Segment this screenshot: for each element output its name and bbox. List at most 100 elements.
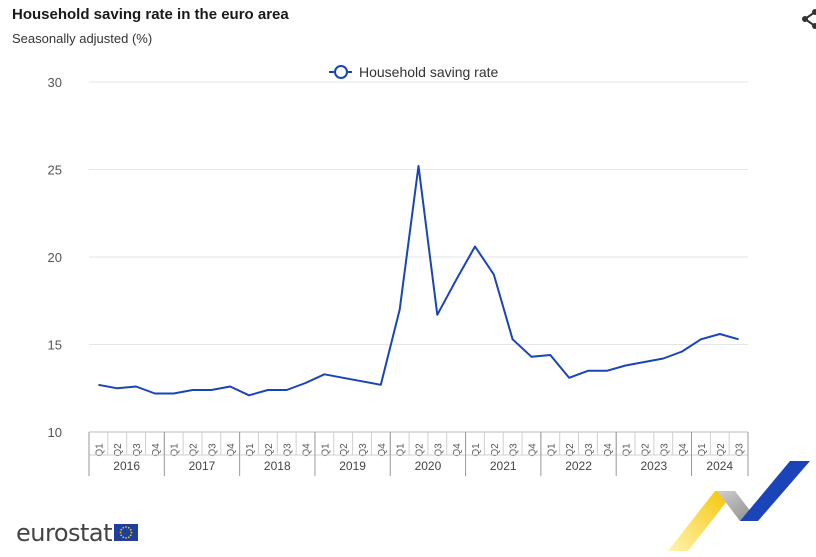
x-year-label: 2016 <box>113 459 140 473</box>
y-tick-label: 25 <box>48 163 62 178</box>
series-line[interactable] <box>98 165 739 397</box>
data-point[interactable] <box>510 336 516 342</box>
x-quarter-label: Q2 <box>565 443 576 457</box>
data-point[interactable] <box>416 163 422 169</box>
data-point[interactable] <box>453 277 459 283</box>
data-point[interactable] <box>95 382 101 388</box>
data-point[interactable] <box>641 359 647 365</box>
data-point[interactable] <box>208 387 214 393</box>
x-quarter-label: Q4 <box>452 443 463 457</box>
data-point[interactable] <box>114 385 120 391</box>
decorative-chevron-graphic <box>668 461 810 551</box>
x-quarter-label: Q1 <box>396 443 407 457</box>
x-quarter-label: Q1 <box>622 443 633 457</box>
data-point[interactable] <box>528 354 534 360</box>
data-point[interactable] <box>547 352 553 358</box>
x-quarter-label: Q2 <box>339 443 350 457</box>
x-quarter-label: Q4 <box>151 443 162 457</box>
y-tick-label: 20 <box>48 250 62 265</box>
data-point[interactable] <box>472 244 478 250</box>
eurostat-logo-text: eurostat <box>16 519 113 547</box>
x-quarter-label: Q3 <box>433 443 444 457</box>
x-quarter-label: Q1 <box>471 443 482 457</box>
chart-title: Household saving rate in the euro area <box>12 6 289 23</box>
x-quarter-label: Q4 <box>678 443 689 457</box>
data-point[interactable] <box>284 387 290 393</box>
share-icon[interactable] <box>800 8 816 30</box>
x-quarter-label: Q1 <box>320 443 331 457</box>
data-point[interactable] <box>171 391 177 397</box>
data-point[interactable] <box>321 371 327 377</box>
flag-star <box>125 526 127 528</box>
flag-star <box>122 536 125 539</box>
x-quarter-label: Q3 <box>283 443 294 457</box>
flag-star <box>122 526 125 529</box>
data-point[interactable] <box>340 375 346 381</box>
x-quarter-label: Q1 <box>94 443 105 457</box>
x-quarter-label: Q1 <box>170 443 181 457</box>
x-quarter-label: Q1 <box>546 443 557 457</box>
x-quarter-label: Q4 <box>226 443 237 457</box>
x-quarter-label: Q4 <box>603 443 614 457</box>
data-point[interactable] <box>434 312 440 318</box>
data-point[interactable] <box>717 331 723 337</box>
x-quarter-label: Q2 <box>189 443 200 457</box>
x-quarter-label: Q3 <box>132 443 143 457</box>
eu-flag-icon <box>114 524 138 541</box>
x-quarter-label: Q3 <box>509 443 520 457</box>
grid-lines <box>89 81 748 345</box>
flag-star <box>119 531 122 534</box>
x-quarter-label: Q2 <box>640 443 651 457</box>
data-point[interactable] <box>736 336 742 342</box>
data-point[interactable] <box>660 356 666 362</box>
data-point[interactable] <box>152 391 158 397</box>
data-point[interactable] <box>397 307 403 313</box>
data-point[interactable] <box>378 382 384 388</box>
y-tick-label: 10 <box>48 425 62 440</box>
data-point[interactable] <box>133 384 139 390</box>
data-point[interactable] <box>190 387 196 393</box>
data-point[interactable] <box>246 392 252 398</box>
data-point[interactable] <box>585 368 591 374</box>
x-quarter-label: Q3 <box>358 443 369 457</box>
x-year-label: 2019 <box>339 459 366 473</box>
x-quarter-label: Q2 <box>415 443 426 457</box>
flag-star <box>127 536 130 539</box>
x-quarter-label: Q2 <box>490 443 501 457</box>
x-quarter-label: Q3 <box>735 443 746 457</box>
data-point[interactable] <box>604 368 610 374</box>
x-year-label: 2020 <box>415 459 442 473</box>
data-point[interactable] <box>265 387 271 393</box>
data-point[interactable] <box>679 349 685 355</box>
data-point[interactable] <box>698 336 704 342</box>
x-quarter-label: Q2 <box>113 443 124 457</box>
x-year-label: 2023 <box>641 459 668 473</box>
x-quarter-label: Q4 <box>527 443 538 457</box>
x-quarter-label: Q2 <box>264 443 275 457</box>
x-year-label: 2017 <box>189 459 216 473</box>
flag-star <box>129 534 132 537</box>
data-point[interactable] <box>623 363 629 369</box>
legend[interactable]: Household saving rate <box>329 64 499 80</box>
data-point[interactable] <box>359 378 365 384</box>
x-year-label: 2018 <box>264 459 291 473</box>
x-quarter-label: Q2 <box>716 443 727 457</box>
data-point[interactable] <box>303 380 309 386</box>
x-axis: Q1 Q2 Q3 Q4 Q1 Q2 Q3 Q4 Q1 Q2 Q3 Q4 Q1 Q2 Q3 Q4 Q1 Q2 Q3 Q4… <box>88 431 749 476</box>
x-quarter-label: Q1 <box>697 443 708 457</box>
x-quarter-label: Q3 <box>659 443 670 457</box>
series-layer <box>95 163 742 398</box>
y-tick-label: 30 <box>48 75 62 90</box>
data-point[interactable] <box>227 384 233 390</box>
flag-star <box>120 528 123 531</box>
x-quarter-label: Q3 <box>584 443 595 457</box>
x-quarter-label: Q4 <box>377 443 388 457</box>
flag-star <box>127 526 130 529</box>
flag-star <box>130 531 133 534</box>
x-year-label: 2022 <box>565 459 592 473</box>
flag-star <box>129 528 132 531</box>
data-point[interactable] <box>491 272 497 278</box>
legend-circle-marker <box>334 65 348 79</box>
data-point[interactable] <box>566 375 572 381</box>
